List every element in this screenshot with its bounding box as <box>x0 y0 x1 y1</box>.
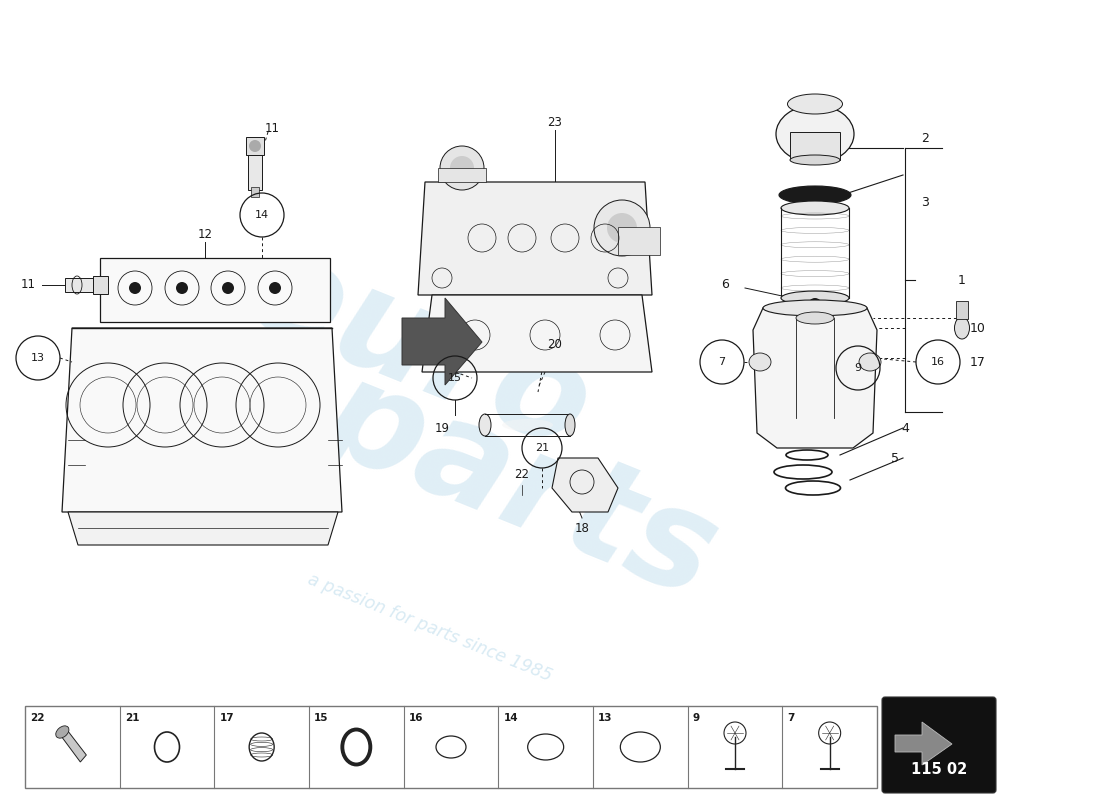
Text: 11: 11 <box>21 278 35 291</box>
Polygon shape <box>422 295 652 372</box>
Text: 21: 21 <box>124 713 140 723</box>
Ellipse shape <box>790 155 840 165</box>
Text: 115 02: 115 02 <box>911 762 967 778</box>
Ellipse shape <box>796 312 834 324</box>
Circle shape <box>594 200 650 256</box>
Circle shape <box>222 282 234 294</box>
Text: 12: 12 <box>198 229 212 242</box>
Text: 6: 6 <box>722 278 729 291</box>
Circle shape <box>607 213 637 243</box>
Text: 13: 13 <box>598 713 613 723</box>
Ellipse shape <box>781 201 849 215</box>
Text: 13: 13 <box>31 353 45 363</box>
Text: 4: 4 <box>901 422 909 434</box>
Ellipse shape <box>781 291 849 305</box>
Text: 18: 18 <box>574 522 590 534</box>
Text: 20: 20 <box>548 338 562 351</box>
Text: 21: 21 <box>535 443 549 453</box>
Polygon shape <box>754 308 877 448</box>
Text: 16: 16 <box>409 713 424 723</box>
Ellipse shape <box>56 726 69 738</box>
Text: 9: 9 <box>855 363 861 373</box>
Bar <box>248 155 262 190</box>
Polygon shape <box>62 328 342 512</box>
Text: 15: 15 <box>314 713 329 723</box>
Text: euro: euro <box>229 221 611 479</box>
Text: 16: 16 <box>931 357 945 367</box>
Text: 11: 11 <box>264 122 279 134</box>
Polygon shape <box>418 182 652 295</box>
Polygon shape <box>100 258 330 322</box>
Text: 1: 1 <box>958 274 966 286</box>
Bar <box>618 227 660 255</box>
Text: parts: parts <box>305 346 736 625</box>
Text: 7: 7 <box>718 357 726 367</box>
Polygon shape <box>552 458 618 512</box>
Circle shape <box>270 282 280 294</box>
Text: 3: 3 <box>921 195 928 209</box>
Bar <box>251 187 258 197</box>
Ellipse shape <box>779 186 851 204</box>
Ellipse shape <box>478 414 491 436</box>
Text: 14: 14 <box>504 713 518 723</box>
Bar <box>94 276 108 294</box>
Text: 15: 15 <box>448 373 462 383</box>
Ellipse shape <box>763 300 867 316</box>
Text: 17: 17 <box>219 713 234 723</box>
Ellipse shape <box>502 419 553 431</box>
Text: 22: 22 <box>515 469 529 482</box>
Circle shape <box>450 156 474 180</box>
Bar <box>65 278 94 292</box>
Text: a passion for parts since 1985: a passion for parts since 1985 <box>305 570 554 686</box>
Ellipse shape <box>788 94 843 114</box>
Text: 9: 9 <box>693 713 700 723</box>
Text: 22: 22 <box>30 713 44 723</box>
Circle shape <box>176 282 188 294</box>
Circle shape <box>440 146 484 190</box>
Text: 14: 14 <box>255 210 270 220</box>
Circle shape <box>249 140 261 152</box>
Circle shape <box>129 282 141 294</box>
Text: 5: 5 <box>891 451 899 465</box>
Text: 17: 17 <box>970 355 986 369</box>
Bar <box>790 132 840 160</box>
Ellipse shape <box>565 414 575 436</box>
Text: 10: 10 <box>970 322 986 334</box>
Bar <box>25 706 877 788</box>
Polygon shape <box>68 512 338 545</box>
Circle shape <box>808 298 822 312</box>
Text: 23: 23 <box>548 115 562 129</box>
Text: 2: 2 <box>921 131 928 145</box>
Polygon shape <box>402 298 482 385</box>
Polygon shape <box>895 722 952 765</box>
Bar <box>438 168 486 182</box>
Text: 7: 7 <box>788 713 794 723</box>
Bar <box>246 137 264 155</box>
Text: 19: 19 <box>434 422 450 434</box>
FancyBboxPatch shape <box>882 697 996 793</box>
Ellipse shape <box>859 353 881 371</box>
Ellipse shape <box>776 105 854 163</box>
Ellipse shape <box>955 317 969 339</box>
Bar <box>956 301 968 319</box>
Polygon shape <box>60 729 86 762</box>
Ellipse shape <box>749 353 771 371</box>
